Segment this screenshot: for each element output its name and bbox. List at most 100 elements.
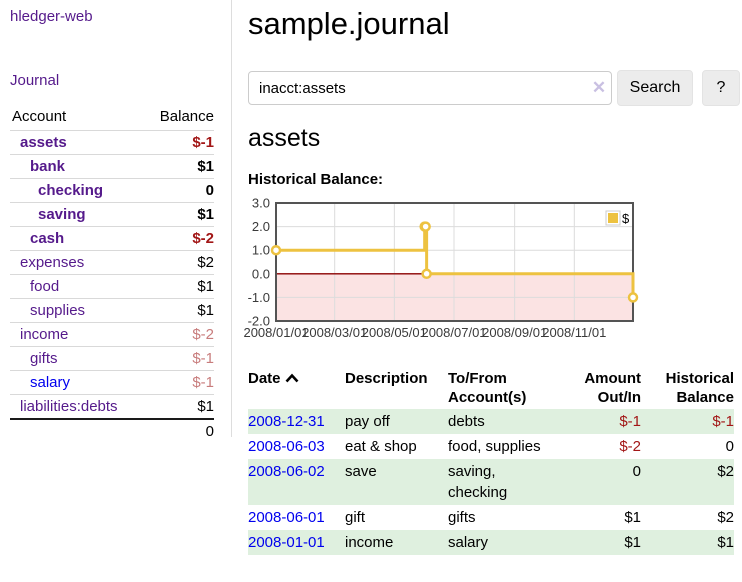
balance-chart-svg: 3.0 2.0 1.0 0.0 -1.0 -2.02008/01/012008/03/01… <box>243 196 639 340</box>
legend-swatch <box>608 213 618 223</box>
account-balance: $1 <box>143 298 214 323</box>
transaction-balance: $2 <box>717 463 734 480</box>
y-axis-tick-label: 1.0 <box>252 243 270 258</box>
x-axis-tick-label: 2008/11/01 <box>542 325 606 340</box>
account-link[interactable]: liabilities:debts <box>20 398 118 415</box>
page-title: sample.journal <box>248 6 450 41</box>
account-balance: $-2 <box>143 226 214 251</box>
table-row: 2008-01-01 income salary $1 $1 <box>248 530 734 555</box>
account-link[interactable]: saving <box>38 206 86 223</box>
account-link[interactable]: food <box>30 278 60 295</box>
transaction-date-link[interactable]: 2008-06-01 <box>248 509 325 526</box>
accounts-total-balance: 0 <box>143 418 214 443</box>
data-point-marker <box>627 292 639 303</box>
account-balance: $2 <box>143 250 214 275</box>
transaction-accounts: debts <box>448 413 485 430</box>
account-row: cash $-2 <box>10 226 214 251</box>
search-input[interactable] <box>248 71 612 105</box>
account-row: salary $-1 <box>10 370 214 395</box>
data-point-marker <box>420 221 431 232</box>
sidebar-item-journal[interactable]: Journal <box>10 72 60 89</box>
balance-column-header: Balance <box>159 108 214 125</box>
account-row: expenses $2 <box>10 250 214 275</box>
account-link[interactable]: gifts <box>30 350 58 367</box>
account-balance: $1 <box>143 202 214 227</box>
table-row: 2008-12-31 pay off debts $-1 $-1 <box>248 409 734 434</box>
y-axis-tick-label: 3.0 <box>252 196 270 211</box>
account-row: food $1 <box>10 274 214 299</box>
transaction-accounts: gifts <box>448 509 476 526</box>
amount-column-header: Amount Out/In <box>584 370 641 406</box>
legend-label: $ <box>622 211 630 226</box>
transaction-balance: $-1 <box>712 413 734 430</box>
transaction-amount: $1 <box>624 509 641 526</box>
account-row: assets $-1 <box>10 130 214 155</box>
spacer <box>10 418 144 443</box>
search-form: ✕ Search ? <box>248 70 740 106</box>
account-link[interactable]: assets <box>20 134 67 151</box>
account-balance: $1 <box>143 274 214 299</box>
transaction-accounts: salary <box>448 534 489 551</box>
account-row: liabilities:debts $1 <box>10 394 214 419</box>
transaction-amount: $-2 <box>619 438 641 455</box>
account-row: supplies $1 <box>10 298 214 323</box>
transaction-balance: 0 <box>725 438 734 455</box>
transaction-date-link[interactable]: 2008-12-31 <box>248 413 325 430</box>
sort-ascending-icon <box>285 370 299 389</box>
account-column-header: Account <box>12 108 67 125</box>
transaction-amount: $1 <box>624 534 641 551</box>
description-column-header: Description <box>345 370 428 387</box>
transaction-amount: 0 <box>632 463 641 480</box>
account-balance: 0 <box>143 178 214 203</box>
register-table-header: Date Description To/From Account(s) Amou… <box>248 362 734 409</box>
transaction-date-link[interactable]: 2008-01-01 <box>248 534 325 551</box>
search-button[interactable]: Search <box>617 70 693 106</box>
x-axis-tick-label: 2008/01/01 <box>243 325 308 340</box>
plot-border <box>275 202 634 322</box>
account-balance: $-1 <box>143 370 214 395</box>
accounts-table: Account Balance assets $-1 bank $1 checking 0… <box>10 104 214 443</box>
data-point-marker <box>270 244 282 256</box>
x-axis-tick-label: 2008/03/01 <box>302 325 367 340</box>
account-row: gifts $-1 <box>10 346 214 371</box>
transaction-accounts: food, supplies <box>448 438 541 455</box>
account-link[interactable]: supplies <box>30 302 86 319</box>
account-link[interactable]: bank <box>30 158 66 175</box>
transaction-accounts: saving, checking <box>448 463 508 501</box>
accounts-total-row: 0 <box>10 418 214 443</box>
transaction-description: pay off <box>345 413 390 430</box>
clear-search-icon[interactable]: ✕ <box>591 78 607 97</box>
account-row: saving $1 <box>10 202 214 227</box>
y-axis-tick-label: 2.0 <box>252 219 270 234</box>
y-axis-tick-label: -1.0 <box>248 290 270 305</box>
account-balance: $-2 <box>143 322 214 347</box>
account-link[interactable]: expenses <box>20 254 85 271</box>
y-axis-tick-label: 0.0 <box>252 266 270 281</box>
transaction-description: income <box>345 534 394 551</box>
data-point-marker <box>421 268 432 280</box>
account-link[interactable]: salary <box>30 374 71 391</box>
accounts-table-header: Account Balance <box>10 104 214 131</box>
x-axis-tick-label: 2008/05/01 <box>362 325 427 340</box>
table-row: 2008-06-03 eat & shop food, supplies $-2 0 <box>248 434 734 459</box>
main-content: sample.journal ✕ Search ? assets Histori… <box>243 0 740 582</box>
account-balance: $-1 <box>143 130 214 155</box>
table-row: 2008-06-01 gift gifts $1 $2 <box>248 505 734 530</box>
x-axis-tick-label: 2008/09/01 <box>482 325 547 340</box>
balance-column-header: Historical Balance <box>665 370 734 406</box>
app-brand-link[interactable]: hledger-web <box>10 8 93 25</box>
transaction-date-link[interactable]: 2008-06-02 <box>248 463 325 480</box>
date-column-header[interactable]: Date <box>248 362 345 409</box>
account-row: bank $1 <box>10 154 214 179</box>
chart-title: Historical Balance: <box>248 171 384 188</box>
help-button[interactable]: ? <box>702 70 740 106</box>
transaction-balance: $2 <box>717 509 734 526</box>
transaction-date-link[interactable]: 2008-06-03 <box>248 438 325 455</box>
account-link[interactable]: income <box>20 326 69 343</box>
account-link[interactable]: cash <box>30 230 65 247</box>
historical-balance-chart: 3.0 2.0 1.0 0.0 -1.0 -2.0 2008/01/01 2008/03/01… <box>243 196 734 350</box>
account-link[interactable]: checking <box>38 182 104 199</box>
transaction-description: eat & shop <box>345 438 417 455</box>
x-axis-tick-label: 2008/07/01 <box>421 325 486 340</box>
table-row: 2008-06-02 save saving, checking 0 $2 <box>248 459 734 505</box>
